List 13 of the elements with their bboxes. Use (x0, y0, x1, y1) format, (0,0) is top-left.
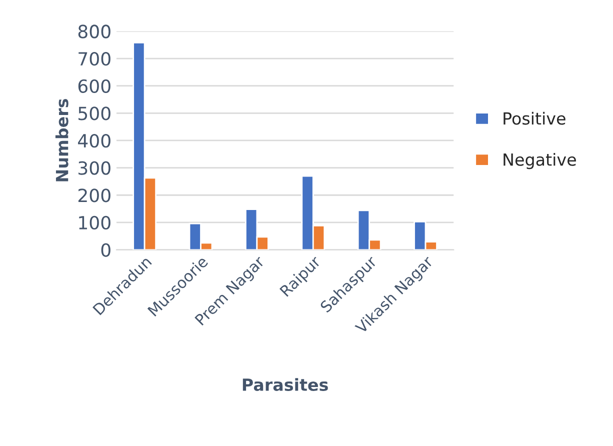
y-tick-label: 400 (78, 134, 110, 148)
y-tick-label: 300 (78, 161, 110, 175)
y-tick-label: 700 (78, 52, 110, 66)
y-tick-label: 0 (101, 243, 110, 257)
y-tick-label: 800 (78, 24, 110, 38)
y-tick-label: 600 (78, 79, 110, 93)
legend-label: Positive (504, 112, 566, 125)
legend-label: Negative (504, 152, 576, 170)
y-tick-label: 100 (79, 216, 110, 230)
y-tick-label: 500 (78, 106, 110, 120)
y-tick-label: 200 (78, 188, 110, 202)
y-axis-title: Numbers (55, 99, 68, 182)
x-axis-title: Parasites (242, 378, 328, 392)
